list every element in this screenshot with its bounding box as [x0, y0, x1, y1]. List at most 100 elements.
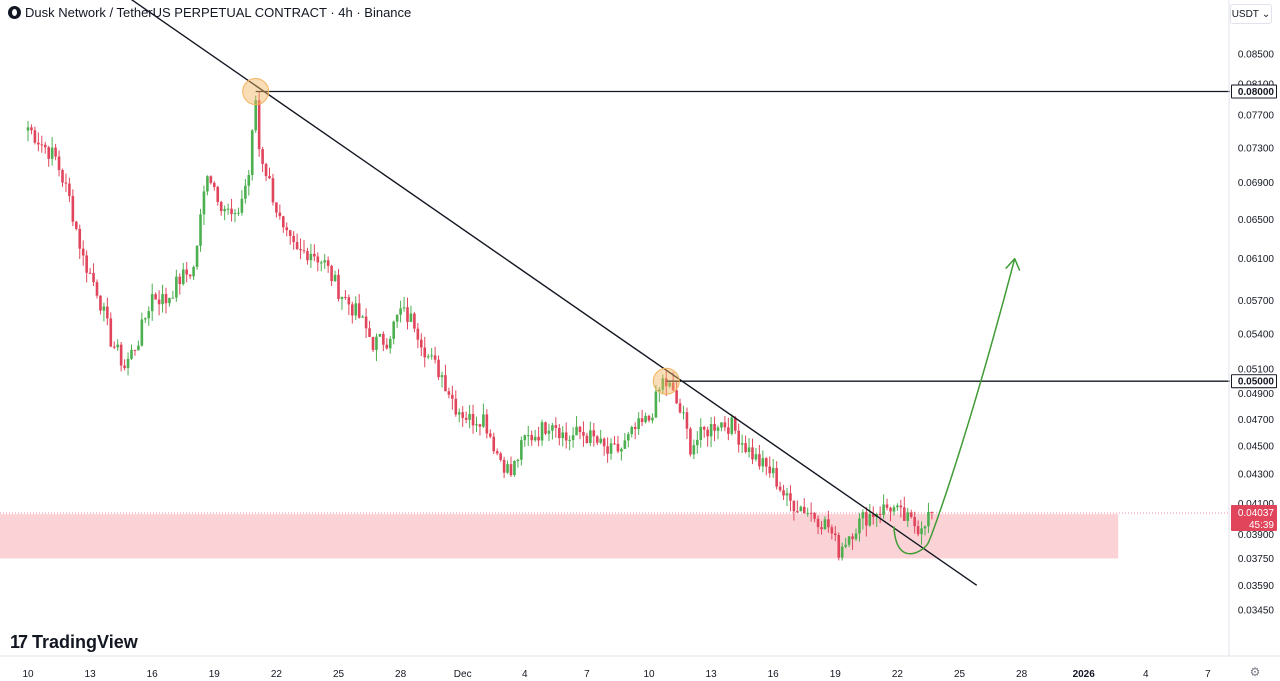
candle[interactable] [99, 295, 102, 315]
candle[interactable] [399, 300, 402, 323]
candle[interactable] [278, 204, 282, 220]
candle[interactable] [92, 263, 95, 287]
symbol-header[interactable]: Dusk Network / TetherUS PERPETUAL CONTRA… [8, 5, 411, 20]
candle[interactable] [654, 385, 658, 418]
candle[interactable] [175, 269, 178, 302]
candle[interactable] [423, 336, 427, 368]
candle[interactable] [592, 422, 596, 447]
candle[interactable] [751, 438, 754, 465]
candle[interactable] [43, 141, 47, 154]
candle[interactable] [785, 488, 789, 506]
candle[interactable] [523, 434, 527, 447]
candle[interactable] [530, 430, 533, 446]
candle[interactable] [699, 418, 703, 448]
candle[interactable] [299, 238, 302, 260]
candle[interactable] [633, 422, 637, 440]
candle[interactable] [675, 381, 678, 405]
candle[interactable] [285, 222, 289, 237]
candle[interactable] [871, 506, 875, 525]
candle[interactable] [323, 253, 326, 269]
candle[interactable] [306, 247, 309, 265]
candle[interactable] [126, 352, 130, 376]
candle[interactable] [420, 333, 423, 357]
candle[interactable] [302, 240, 306, 254]
candle[interactable] [882, 494, 885, 519]
candle[interactable] [816, 515, 820, 535]
candle[interactable] [547, 423, 551, 442]
candle[interactable] [844, 537, 847, 549]
candle[interactable] [754, 447, 758, 462]
candle[interactable] [602, 437, 606, 456]
candle[interactable] [78, 224, 82, 259]
candle[interactable] [50, 137, 54, 166]
candle[interactable] [409, 305, 413, 323]
candle[interactable] [747, 437, 751, 458]
candle[interactable] [847, 536, 851, 548]
candle[interactable] [578, 425, 582, 440]
candle[interactable] [540, 419, 544, 446]
candle[interactable] [75, 220, 78, 231]
candle[interactable] [382, 331, 385, 352]
candle[interactable] [685, 407, 689, 439]
candle[interactable] [282, 215, 285, 233]
candle[interactable] [599, 429, 602, 445]
candle[interactable] [257, 91, 261, 157]
candle[interactable] [292, 231, 295, 250]
candle[interactable] [223, 205, 226, 221]
candle[interactable] [95, 279, 99, 299]
candle[interactable] [809, 502, 813, 522]
candle[interactable] [658, 387, 661, 403]
candle[interactable] [892, 504, 896, 516]
candle[interactable] [351, 301, 354, 324]
candle[interactable] [333, 270, 337, 283]
candle[interactable] [254, 95, 257, 133]
candle[interactable] [799, 505, 803, 512]
candle[interactable] [375, 333, 378, 362]
candle[interactable] [506, 460, 509, 474]
candle[interactable] [616, 435, 620, 454]
candle[interactable] [813, 512, 816, 523]
candle[interactable] [696, 431, 699, 454]
candle[interactable] [678, 398, 682, 414]
candle[interactable] [796, 500, 799, 514]
candle[interactable] [226, 203, 230, 215]
candle[interactable] [554, 417, 558, 438]
candle[interactable] [26, 120, 30, 142]
candle[interactable] [544, 421, 547, 436]
candle[interactable] [509, 456, 513, 478]
candle[interactable] [357, 294, 361, 319]
candle[interactable] [181, 262, 185, 286]
candle[interactable] [913, 511, 916, 534]
candle[interactable] [185, 262, 188, 283]
candle[interactable] [513, 460, 516, 477]
candle[interactable] [640, 409, 644, 427]
candle[interactable] [771, 458, 775, 478]
candle[interactable] [782, 484, 785, 501]
candle[interactable] [88, 267, 92, 275]
candle[interactable] [457, 408, 461, 423]
candle[interactable] [713, 416, 716, 442]
candle[interactable] [447, 387, 451, 399]
candle[interactable] [478, 423, 482, 436]
candle[interactable] [47, 145, 50, 167]
candle[interactable] [268, 167, 271, 179]
candle[interactable] [326, 256, 330, 273]
candle[interactable] [71, 189, 75, 227]
candle[interactable] [275, 202, 278, 218]
candle[interactable] [168, 297, 171, 307]
candle[interactable] [130, 344, 133, 360]
candle[interactable] [371, 336, 375, 352]
candle[interactable] [471, 404, 475, 434]
candle[interactable] [820, 521, 823, 535]
candle[interactable] [40, 135, 44, 153]
candle[interactable] [199, 208, 202, 252]
candle[interactable] [733, 415, 737, 435]
candle[interactable] [706, 426, 709, 447]
candle[interactable] [909, 509, 913, 519]
candle[interactable] [692, 439, 696, 460]
candle[interactable] [237, 207, 240, 216]
candle[interactable] [116, 339, 119, 351]
candle[interactable] [340, 296, 344, 310]
descending-trendline[interactable] [104, 0, 978, 586]
